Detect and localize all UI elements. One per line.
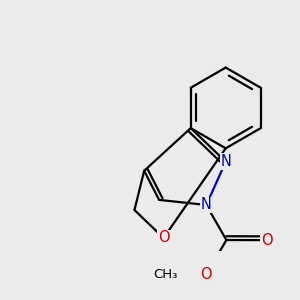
Text: O: O (261, 232, 273, 247)
Text: O: O (200, 267, 212, 282)
Text: N: N (201, 197, 212, 212)
Text: O: O (158, 230, 170, 245)
Text: CH₃: CH₃ (154, 268, 178, 281)
Text: N: N (220, 154, 231, 169)
